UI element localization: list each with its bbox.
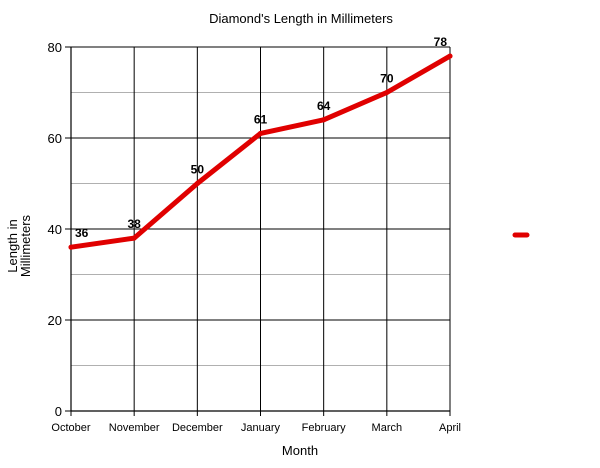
x-tick-label: January [241,422,281,434]
data-labels: 36 38 50 61 64 70 78 [75,35,447,240]
x-axis-label: Month [282,443,318,458]
x-tick-label: October [51,422,90,434]
y-tick-label: 40 [48,222,62,237]
data-label: 36 [75,226,89,240]
data-point [194,181,200,186]
data-label: 38 [127,217,141,231]
x-tick-label: March [372,422,403,434]
y-axis-label-text: Length inMillimeters [5,214,33,277]
y-tick-label: 0 [55,404,62,419]
x-tick-label: April [439,422,461,434]
y-axis-label-line: Millimeters [18,214,33,277]
y-tick-label: 80 [48,40,62,55]
x-tick-label: November [109,422,160,434]
data-point [68,244,74,250]
data-label: 78 [434,35,448,49]
series-lines [68,53,453,250]
data-label: 50 [191,163,205,177]
data-point [258,130,263,136]
y-tick-label: 60 [48,131,62,146]
x-tick-label: December [172,422,223,434]
axes: 0 20 40 60 80 October November December January F… [48,40,461,434]
x-tick-label: February [302,422,347,434]
y-tick-label: 20 [48,313,62,328]
chart-title: Diamond's Length in Millimeters [209,11,393,26]
data-label: 64 [317,99,331,113]
data-point [321,117,327,123]
data-point [447,53,453,59]
data-label: 61 [254,112,268,126]
data-point [384,90,390,95]
data-label: 70 [380,72,394,86]
y-axis-label-line: Length in [5,219,20,273]
y-axis-label: Length inMillimeters [5,214,33,277]
data-point [131,235,137,241]
